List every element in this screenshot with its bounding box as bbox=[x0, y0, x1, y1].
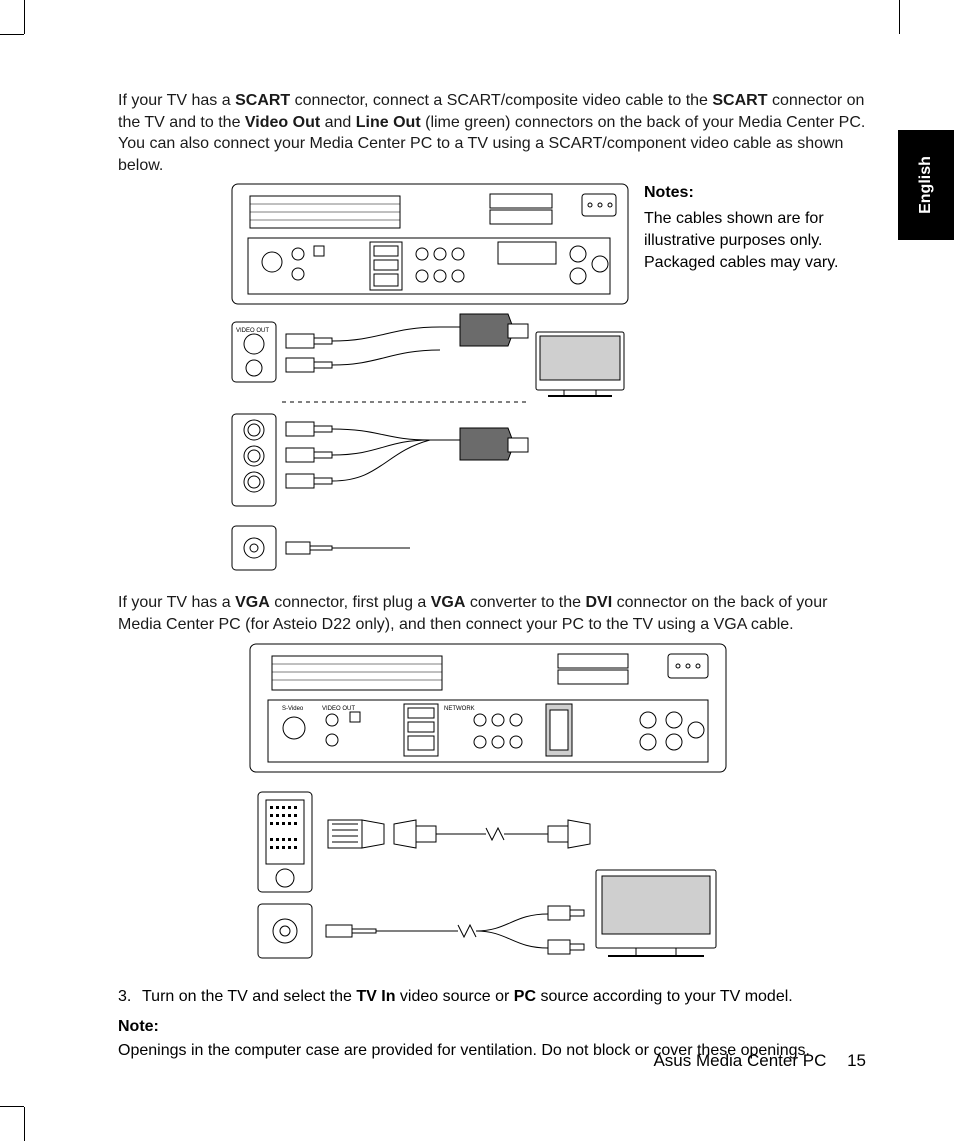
scart-connection-figure: VIDEO OUT bbox=[230, 182, 630, 580]
video-out-label: VIDEO OUT bbox=[236, 328, 269, 334]
footer-page-number: 15 bbox=[847, 1051, 866, 1070]
step-3: 3. Turn on the TV and select the TV In v… bbox=[118, 986, 870, 1008]
vga-paragraph: If your TV has a VGA connector, first pl… bbox=[118, 592, 870, 635]
page-content: If your TV has a SCART connector, connec… bbox=[118, 90, 870, 1062]
step-number: 3. bbox=[118, 986, 136, 1008]
svg-text:NETWORK: NETWORK bbox=[444, 706, 475, 712]
notes-body: The cables shown are for illustrative pu… bbox=[644, 208, 854, 273]
svg-text:S-Video: S-Video bbox=[282, 706, 304, 712]
notes-heading: Notes: bbox=[644, 184, 854, 202]
svg-text:VIDEO OUT: VIDEO OUT bbox=[322, 706, 355, 712]
page-footer: Asus Media Center PC 15 bbox=[653, 1051, 866, 1071]
footer-product: Asus Media Center PC bbox=[653, 1051, 826, 1070]
vga-connection-figure: S-Video VIDEO OUT NETWORK bbox=[248, 642, 728, 972]
language-tab: English bbox=[898, 130, 954, 240]
rca-plug-icon bbox=[286, 334, 332, 372]
note-heading: Note: bbox=[118, 1018, 870, 1036]
language-label: English bbox=[917, 156, 935, 214]
notes-sidebar: Notes: The cables shown are for illustra… bbox=[644, 182, 854, 580]
scart-paragraph: If your TV has a SCART connector, connec… bbox=[118, 90, 870, 176]
